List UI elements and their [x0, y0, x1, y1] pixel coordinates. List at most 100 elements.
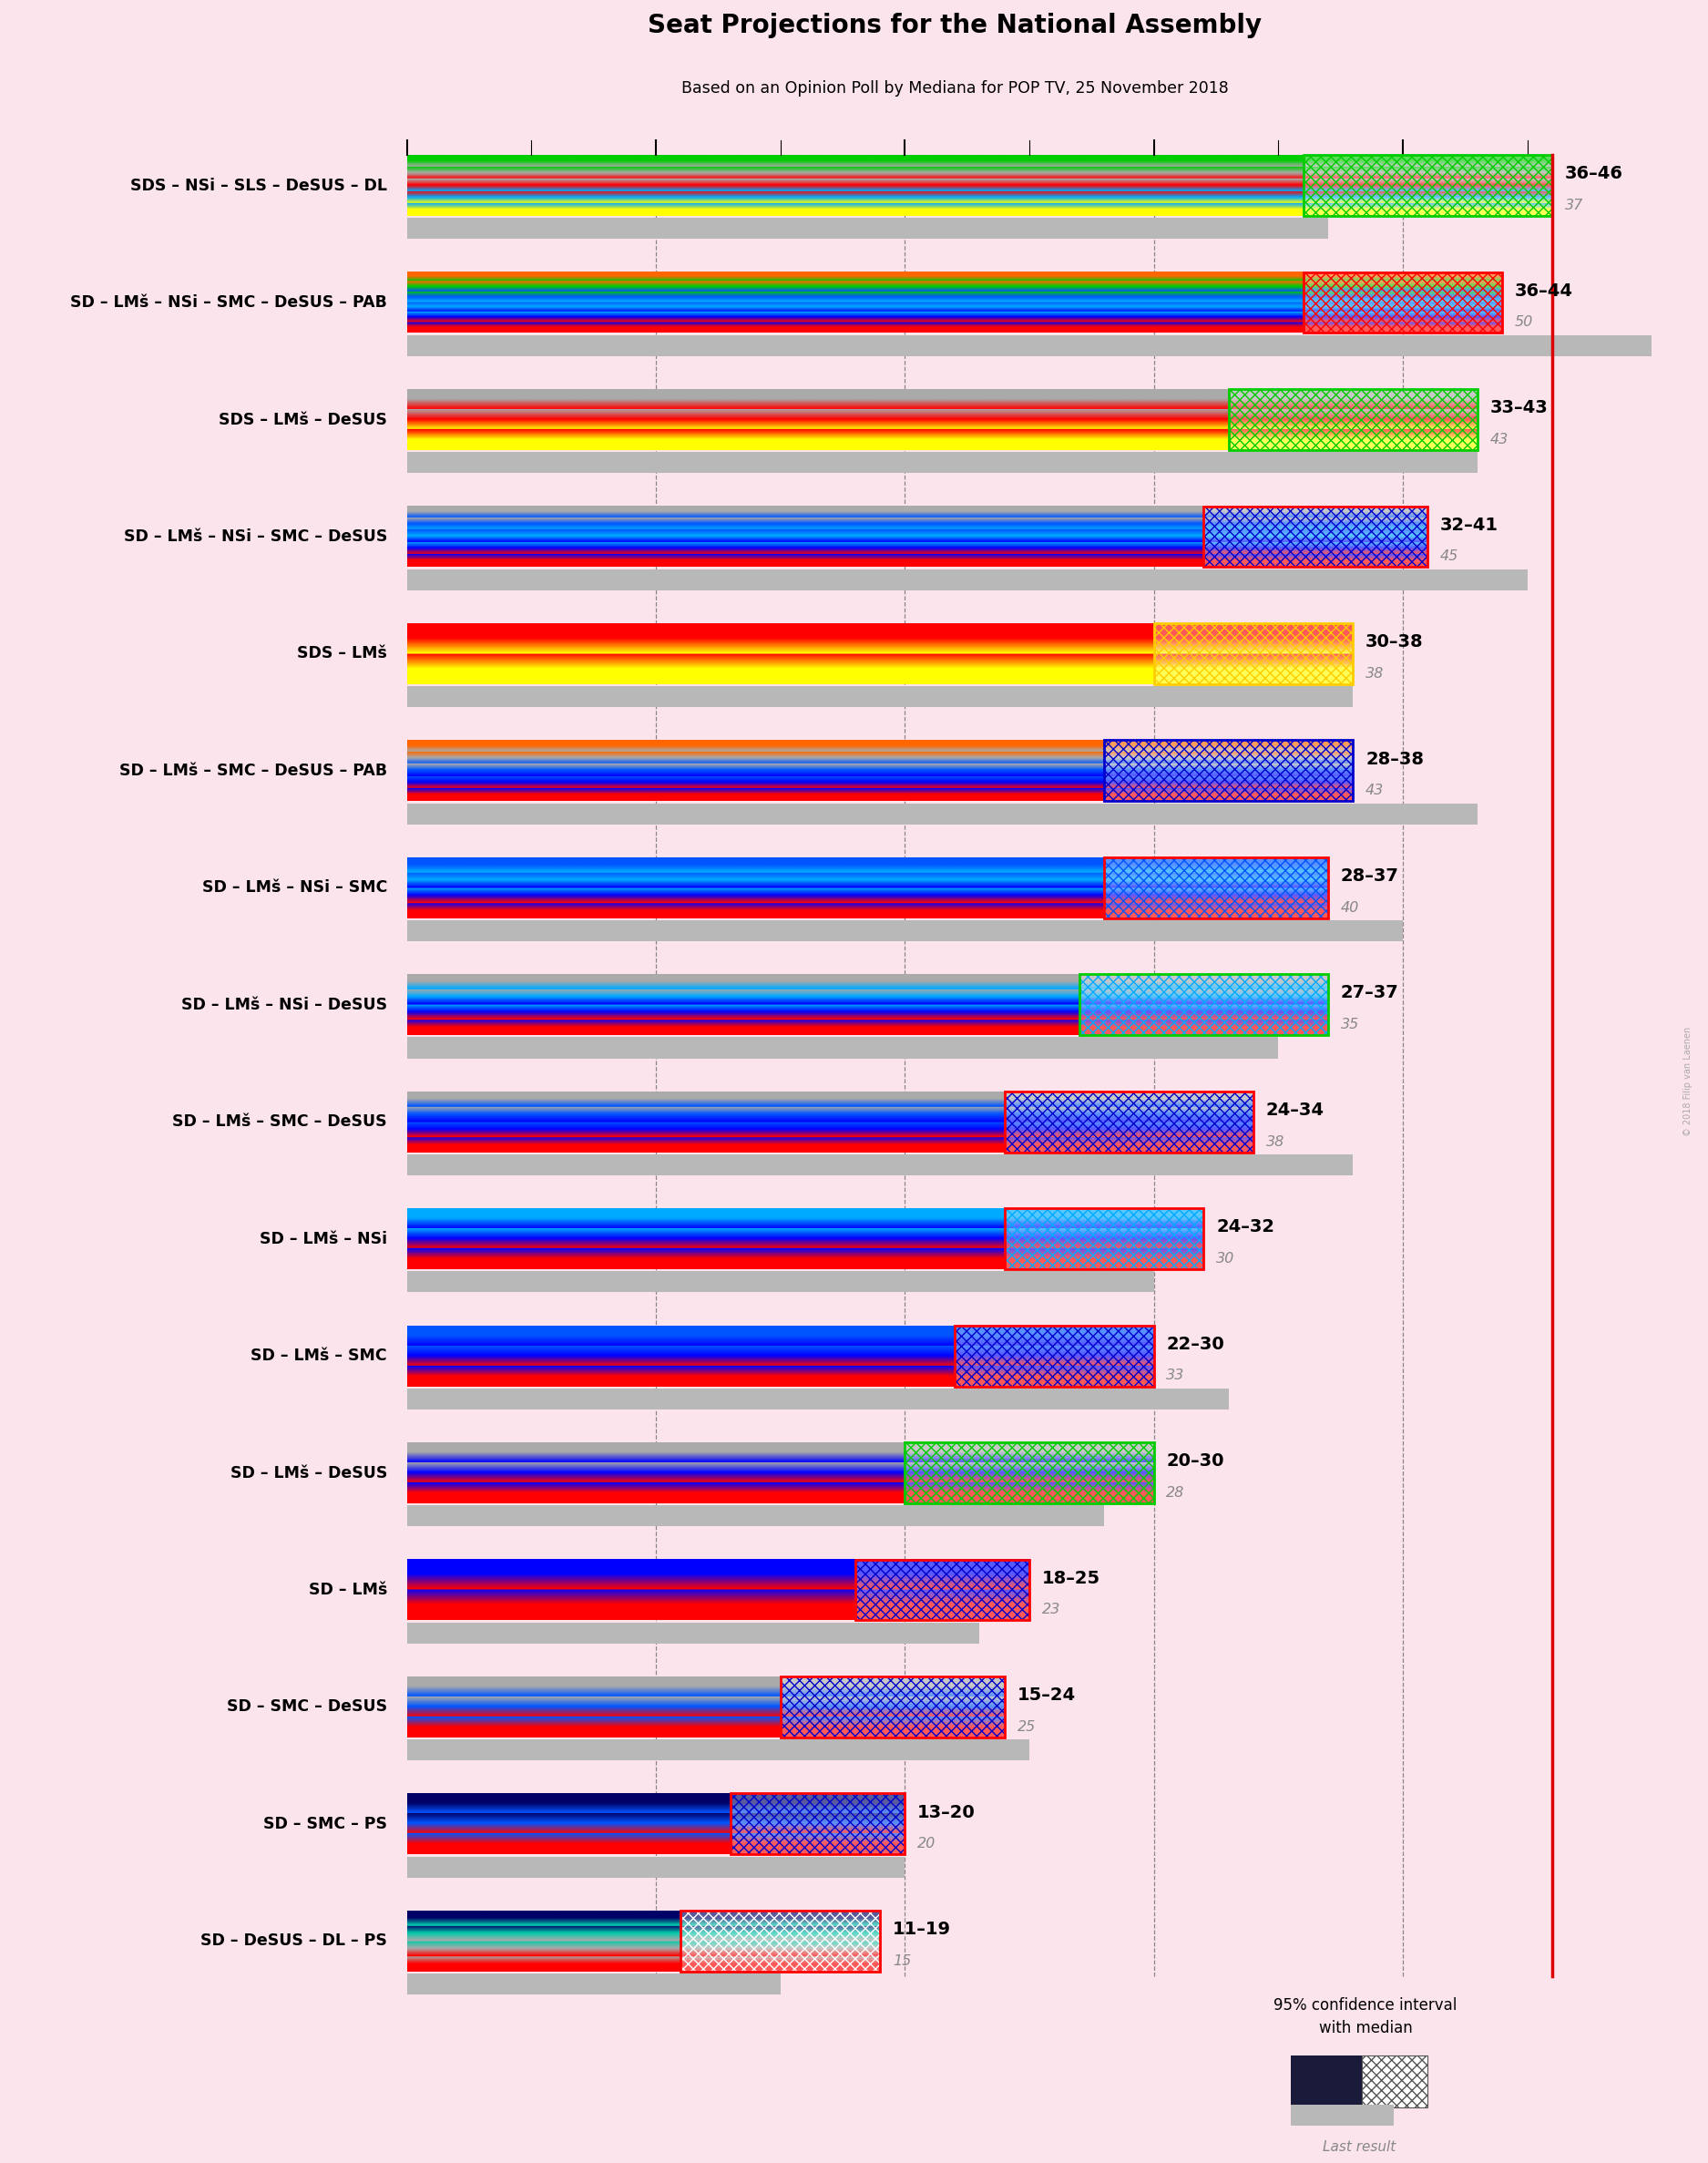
Text: 24–32: 24–32	[1216, 1218, 1274, 1235]
Bar	[781, 1676, 1004, 1737]
Text: SD – LMš: SD – LMš	[309, 1581, 388, 1598]
Bar	[856, 1560, 1030, 1620]
Bar	[1228, 389, 1477, 450]
Text: 32–41: 32–41	[1440, 517, 1498, 534]
Text: 30–38: 30–38	[1366, 634, 1423, 651]
Text: 45: 45	[1440, 549, 1459, 562]
Text: 20–30: 20–30	[1167, 1454, 1225, 1471]
Text: 43: 43	[1366, 783, 1383, 798]
Bar	[407, 1155, 1353, 1175]
Bar	[1155, 623, 1353, 684]
Text: 38: 38	[1366, 666, 1383, 681]
Bar	[1303, 156, 1553, 216]
Bar	[1103, 857, 1329, 917]
Text: 37: 37	[1565, 199, 1583, 212]
Bar	[681, 1910, 880, 1970]
Bar	[1204, 506, 1428, 567]
Text: SD – DeSUS – DL – PS: SD – DeSUS – DL – PS	[200, 1934, 388, 1949]
Text: 25: 25	[1016, 1720, 1035, 1735]
Text: 27–37: 27–37	[1341, 984, 1399, 1001]
Text: 20: 20	[917, 1836, 936, 1852]
Text: 28–38: 28–38	[1366, 751, 1424, 768]
Text: 36–46: 36–46	[1565, 164, 1623, 182]
Text: 43: 43	[1489, 433, 1508, 446]
Bar	[1228, 389, 1477, 450]
Bar	[1155, 623, 1353, 684]
Text: Based on an Opinion Poll by Mediana for POP TV, 25 November 2018: Based on an Opinion Poll by Mediana for …	[681, 80, 1228, 97]
Text: 13–20: 13–20	[917, 1804, 975, 1821]
Bar	[905, 1443, 1155, 1503]
Bar	[1228, 389, 1477, 450]
Bar	[681, 1910, 880, 1970]
Text: SDS – LMš: SDS – LMš	[297, 645, 388, 662]
Bar	[905, 1443, 1155, 1503]
Text: SD – LMš – NSi – SMC – DeSUS: SD – LMš – NSi – SMC – DeSUS	[123, 528, 388, 545]
Text: SD – LMš – SMC: SD – LMš – SMC	[251, 1348, 388, 1365]
Bar	[1079, 973, 1329, 1036]
Text: 30: 30	[1216, 1252, 1235, 1265]
Bar	[1204, 506, 1428, 567]
Text: 38: 38	[1266, 1136, 1284, 1149]
Bar	[1291, 2055, 1361, 2107]
Text: © 2018 Filip van Laenen: © 2018 Filip van Laenen	[1682, 1027, 1693, 1136]
Bar	[731, 1793, 905, 1854]
Bar	[407, 919, 1402, 941]
Text: SD – LMš – SMC – DeSUS: SD – LMš – SMC – DeSUS	[173, 1114, 388, 1129]
Text: 40: 40	[1341, 900, 1360, 915]
Bar	[1103, 857, 1329, 917]
Text: SDS – NSi – SLS – DeSUS – DL: SDS – NSi – SLS – DeSUS – DL	[130, 177, 388, 195]
Text: 22–30: 22–30	[1167, 1335, 1225, 1352]
Bar	[407, 1038, 1278, 1058]
Text: 36–44: 36–44	[1515, 281, 1573, 298]
Text: 33: 33	[1167, 1369, 1185, 1382]
Text: SD – LMš – SMC – DeSUS – PAB: SD – LMš – SMC – DeSUS – PAB	[120, 764, 388, 779]
Bar	[407, 1973, 781, 1994]
Text: 24–34: 24–34	[1266, 1101, 1324, 1118]
Text: 33–43: 33–43	[1489, 400, 1547, 417]
Text: 15–24: 15–24	[1016, 1687, 1076, 1704]
Bar	[1103, 740, 1353, 800]
Bar	[856, 1560, 1030, 1620]
Bar	[1004, 1209, 1204, 1270]
Text: Seat Projections for the National Assembly: Seat Projections for the National Assemb…	[647, 13, 1262, 39]
Bar	[1079, 973, 1329, 1036]
Bar	[1291, 2105, 1394, 2126]
Bar	[407, 452, 1477, 474]
Bar	[407, 1739, 1030, 1761]
Text: SD – LMš – DeSUS: SD – LMš – DeSUS	[231, 1464, 388, 1482]
Text: SD – SMC – DeSUS: SD – SMC – DeSUS	[227, 1698, 388, 1715]
Bar	[407, 802, 1477, 824]
Bar	[407, 1389, 1228, 1410]
Bar	[1303, 273, 1503, 333]
Bar	[1004, 1092, 1254, 1153]
Bar	[1303, 273, 1503, 333]
Bar	[407, 218, 1329, 240]
Bar	[1004, 1092, 1254, 1153]
Text: 15: 15	[893, 1953, 910, 1968]
Text: 11–19: 11–19	[893, 1921, 951, 1938]
Bar	[1155, 623, 1353, 684]
Text: SDS – LMš – DeSUS: SDS – LMš – DeSUS	[219, 411, 388, 428]
Bar	[1004, 1209, 1204, 1270]
Bar	[731, 1793, 905, 1854]
Bar	[1004, 1209, 1204, 1270]
Text: SD – LMš – NSi: SD – LMš – NSi	[260, 1231, 388, 1248]
Bar	[955, 1326, 1155, 1386]
Bar	[407, 569, 1527, 590]
Bar	[1204, 506, 1428, 567]
Bar	[1103, 857, 1329, 917]
Bar	[407, 1622, 980, 1644]
Bar	[407, 686, 1353, 707]
Bar	[856, 1560, 1030, 1620]
Bar	[407, 1272, 1155, 1293]
Text: 23: 23	[1042, 1603, 1061, 1616]
Text: SD – LMš – NSi – DeSUS: SD – LMš – NSi – DeSUS	[181, 997, 388, 1012]
Bar	[1079, 973, 1329, 1036]
Bar	[407, 1856, 905, 1877]
Bar	[731, 1793, 905, 1854]
Text: 50: 50	[1515, 316, 1534, 329]
Bar	[1303, 156, 1553, 216]
Bar	[781, 1676, 1004, 1737]
Bar	[1303, 273, 1503, 333]
Bar	[407, 335, 1652, 357]
